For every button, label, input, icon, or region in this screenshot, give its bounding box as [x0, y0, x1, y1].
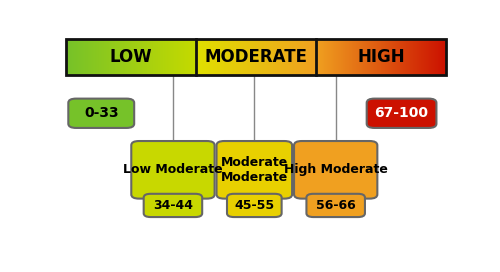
Text: 0-33: 0-33 [84, 106, 118, 120]
FancyBboxPatch shape [306, 194, 365, 217]
Text: 56-66: 56-66 [316, 199, 356, 212]
Text: High Moderate: High Moderate [284, 163, 388, 176]
Text: 34-44: 34-44 [153, 199, 193, 212]
FancyBboxPatch shape [294, 141, 378, 199]
FancyBboxPatch shape [132, 141, 214, 199]
Text: LOW: LOW [110, 48, 152, 66]
Text: Moderate
Moderate: Moderate Moderate [220, 156, 288, 184]
FancyBboxPatch shape [216, 141, 292, 199]
FancyBboxPatch shape [144, 194, 202, 217]
Text: 45-55: 45-55 [234, 199, 274, 212]
Text: HIGH: HIGH [358, 48, 405, 66]
Text: Low Moderate: Low Moderate [123, 163, 223, 176]
FancyBboxPatch shape [227, 194, 281, 217]
Text: 67-100: 67-100 [374, 106, 428, 120]
FancyBboxPatch shape [366, 99, 436, 128]
FancyBboxPatch shape [68, 99, 134, 128]
Text: MODERATE: MODERATE [205, 48, 308, 66]
